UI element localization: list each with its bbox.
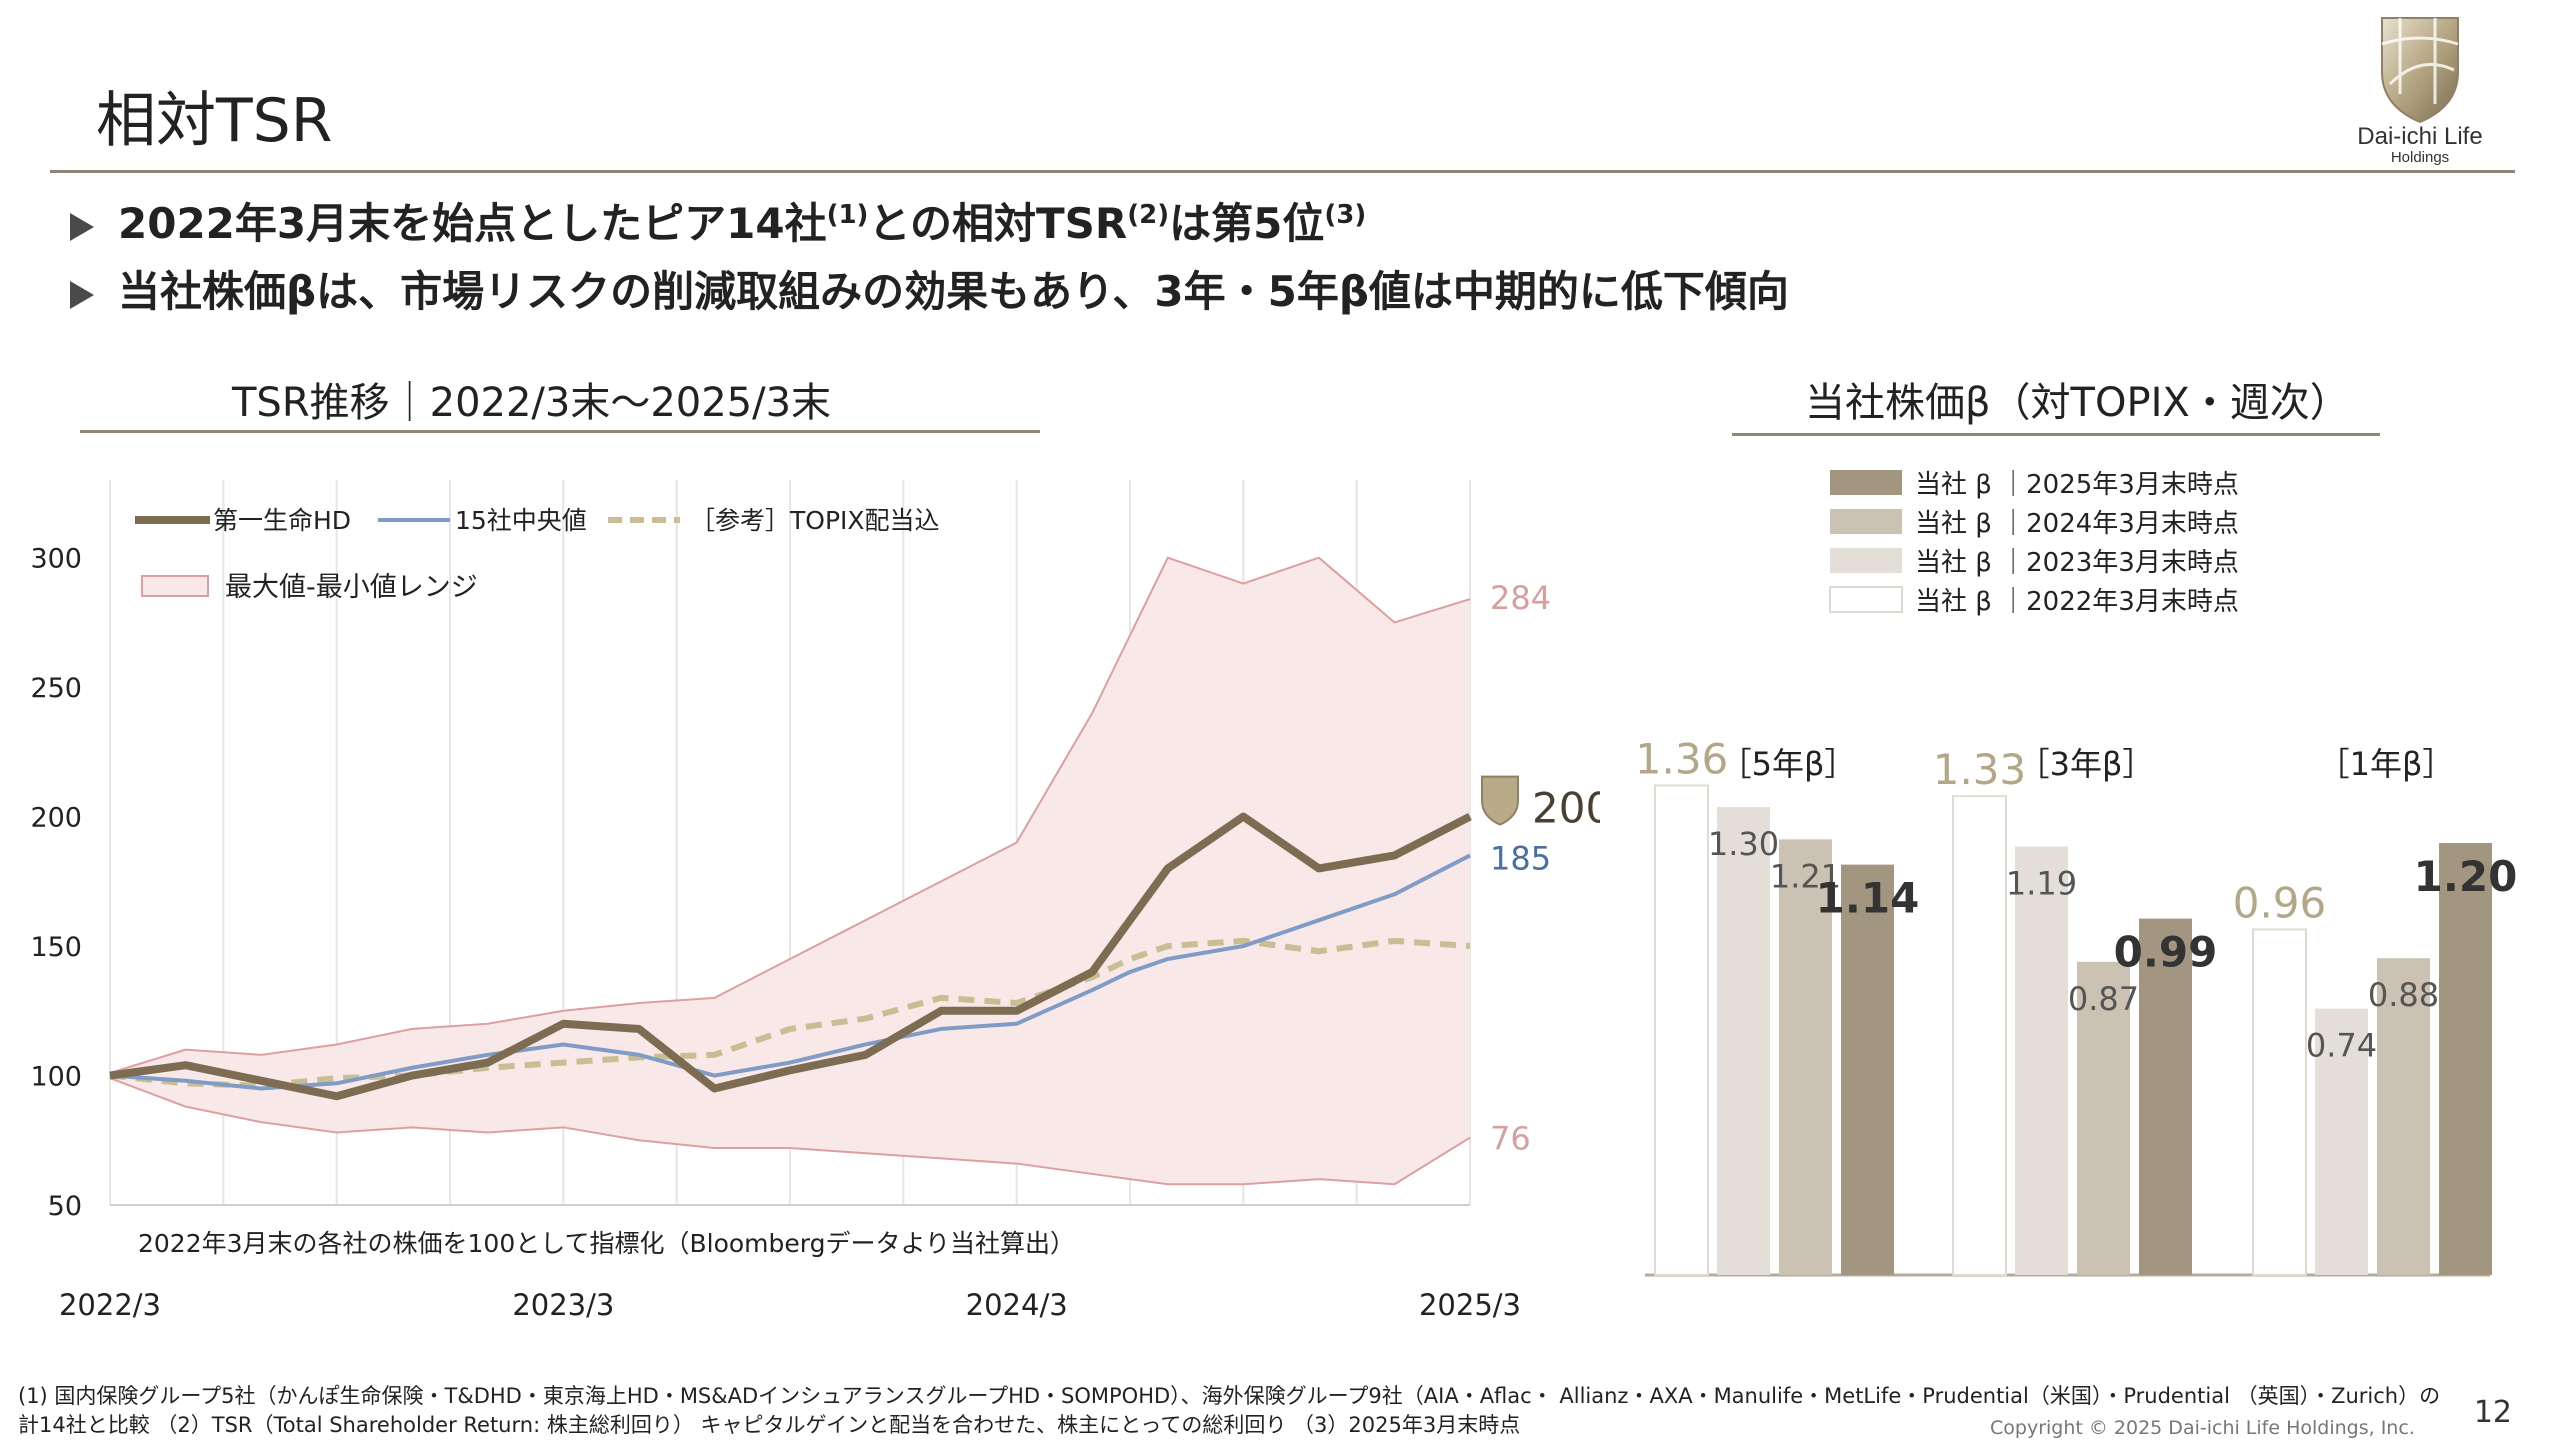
beta-section-title: 当社株価β（対TOPIX・週次）	[1805, 380, 2350, 426]
beta-value-label: 1.19	[2006, 865, 2077, 903]
end-label-min: 76	[1490, 1120, 1531, 1158]
legend-label-beta: 当社 β ｜2024年3月末時点	[1915, 509, 2239, 539]
chart-note: 2022年3月末の各社の株価を100として指標化（Bloombergデータより当…	[138, 1229, 1075, 1258]
footnote-line-2: 計14社と比較 （2）TSR（Total Shareholder Return:…	[18, 1413, 1521, 1437]
y-tick-label: 150	[30, 932, 82, 963]
legend-swatch-beta	[1830, 509, 1902, 534]
beta-value-label: 1.36	[1640, 734, 1728, 783]
legend-label-dai-ichi: 第一生命HD	[213, 506, 351, 535]
company-logo: Dai-ichi Life Holdings	[2330, 14, 2510, 166]
end-label-max: 284	[1490, 579, 1551, 617]
beta-bar	[2439, 843, 2492, 1275]
beta-value-label: 0.74	[2306, 1027, 2377, 1065]
legend-label-beta: 当社 β ｜2022年3月末時点	[1915, 587, 2239, 617]
legend-swatch-beta	[1829, 586, 1903, 613]
end-label-dai-ichi: 200	[1532, 784, 1600, 833]
dai-ichi-line	[109, 812, 1472, 1101]
page-number: 12	[2473, 1395, 2512, 1430]
legend-label-beta: 当社 β ｜2025年3月末時点	[1915, 470, 2239, 500]
beta-value-label: 0.99	[2114, 928, 2218, 977]
beta-bar	[2139, 918, 2192, 1275]
beta-bar	[2077, 961, 2130, 1275]
tsr-line-chart: 300 250 200 150 100 50 2022/3 2023/3 2024/3 2025/…	[30, 480, 1600, 1322]
shield-logo-icon: Dai-ichi Life Holdings	[2357, 17, 2483, 166]
beta-group-label: ［3年β］	[2018, 745, 2155, 783]
legend-label-median: 15社中央値	[455, 506, 587, 535]
beta-group-label: ［5年β］	[1720, 745, 1857, 783]
x-tick-label: 2022/3	[59, 1288, 161, 1322]
bullet-arrow-icon	[70, 280, 94, 309]
beta-value-label: 1.30	[1708, 825, 1779, 863]
beta-group-label: ［1年β］	[2318, 745, 2455, 783]
beta-value-label: 1.21	[1770, 857, 1841, 895]
beta-bars	[1645, 784, 2492, 1277]
beta-bar	[2315, 1008, 2368, 1275]
beta-bar	[1841, 864, 1894, 1275]
beta-bar	[2252, 928, 2307, 1276]
bullet-1: 2022年3月末を始点としたピア14社(1)との相対TSR(2)は第5位(3)	[70, 190, 1366, 251]
bullet-2: 当社株価βは、市場リスクの削減取組みの効果もあり、3年・5年β値は中期的に低下傾…	[70, 258, 1789, 319]
x-tick-label: 2025/3	[1419, 1288, 1521, 1322]
tsr-labels: 300 250 200 150 100 50 2022/3 2023/3 2024/3 2025/…	[30, 544, 1600, 1322]
end-label-median: 185	[1490, 839, 1551, 877]
footnote-line-1: (1) 国内保険グループ5社（かんぽ生命保険・T&DHD・東京海上HD・MS&A…	[18, 1384, 2441, 1408]
legend-swatch-range	[141, 575, 209, 597]
beta-value-label: 1.14	[1816, 874, 1920, 923]
median-line	[109, 853, 1471, 1091]
range-band	[110, 557, 1470, 1185]
logo-text: Dai-ichi Life	[2357, 123, 2482, 150]
beta-value-label: 1.20	[2414, 852, 2518, 901]
y-tick-label: 100	[30, 1062, 82, 1093]
beta-bar	[1717, 807, 1770, 1275]
page-title: 相対TSR	[96, 86, 333, 156]
legend-swatch-beta	[1830, 470, 1902, 495]
beta-section-divider	[1732, 433, 2380, 436]
legend-label-beta: 当社 β ｜2023年3月末時点	[1915, 548, 2239, 578]
beta-value-label: 1.33	[1933, 745, 2027, 794]
beta-bar	[1952, 795, 2007, 1276]
tsr-lines	[109, 812, 1472, 1101]
beta-bar	[1654, 784, 1709, 1276]
beta-bar	[2015, 846, 2068, 1275]
legend-swatch-beta	[1830, 548, 1902, 573]
beta-value-label: 0.88	[2368, 976, 2439, 1014]
y-tick-label: 50	[48, 1191, 82, 1222]
beta-labels: ［5年β］1.361.301.211.14［3年β］1.331.190.870.…	[1640, 734, 2517, 1064]
range-min-line	[109, 1077, 1471, 1186]
topix-line	[109, 937, 1471, 1089]
x-tick-label: 2024/3	[966, 1288, 1068, 1322]
legend-label-range: 最大値-最小値レンジ	[225, 572, 478, 603]
beta-bar	[1779, 839, 1832, 1275]
tsr-section-divider	[80, 430, 1040, 433]
beta-value-label: 0.87	[2068, 980, 2139, 1018]
logo-subtext: Holdings	[2391, 149, 2449, 166]
tsr-range-area	[109, 556, 1471, 1186]
range-max-line	[109, 556, 1471, 1074]
y-tick-label: 250	[30, 673, 82, 704]
shield-marker-icon	[1481, 775, 1519, 826]
bullet-arrow-icon	[70, 212, 94, 241]
x-tick-label: 2023/3	[512, 1288, 614, 1322]
y-tick-label: 200	[30, 803, 82, 834]
tsr-section-title: TSR推移｜2022/3末～2025/3末	[232, 380, 832, 426]
copyright: Copyright © 2025 Dai-ichi Life Holdings,…	[1990, 1417, 2415, 1439]
legend-label-topix: ［参考］TOPIX配当込	[690, 506, 940, 535]
y-tick-label: 300	[30, 544, 82, 575]
beta-value-label: 0.96	[2233, 878, 2327, 927]
beta-bar	[2377, 958, 2430, 1275]
title-divider	[50, 170, 2515, 173]
